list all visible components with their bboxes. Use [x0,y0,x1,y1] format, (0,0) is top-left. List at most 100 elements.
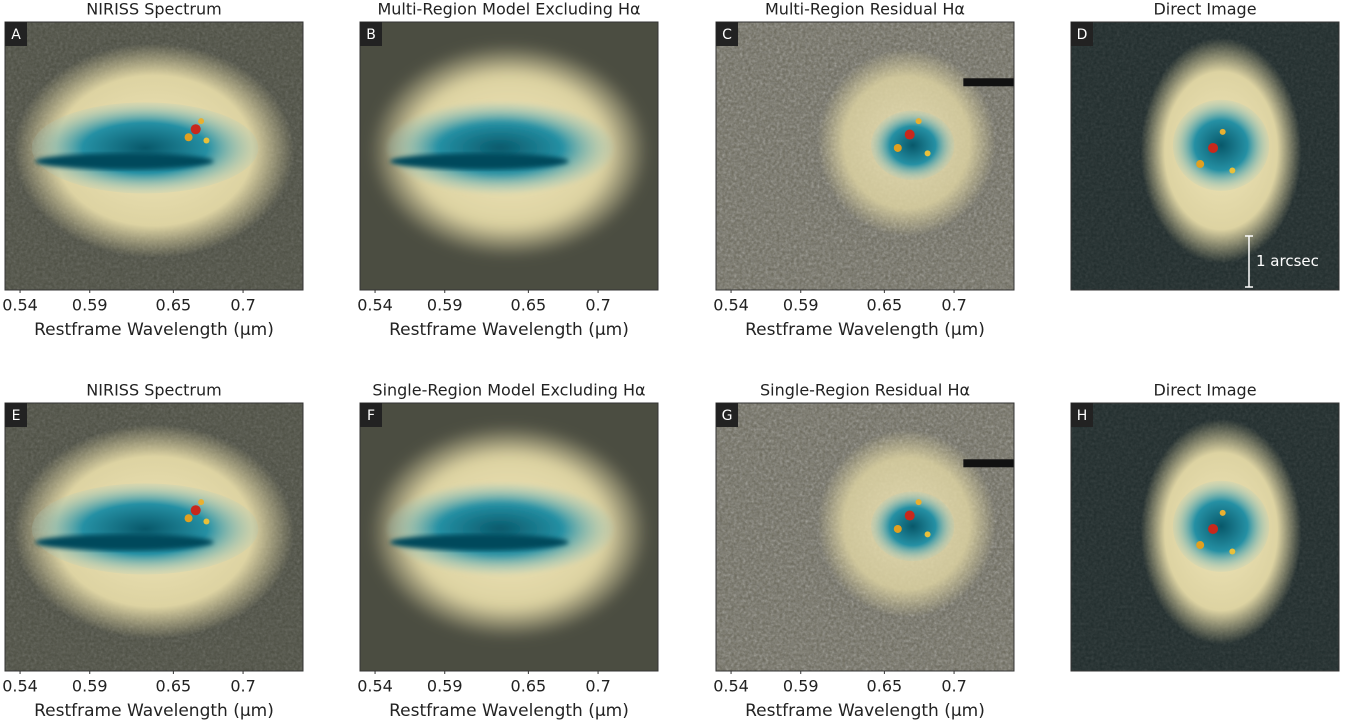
bright-spot [203,518,210,525]
panel-label: E [12,408,21,424]
panel-image [716,22,1014,290]
panel-label-box [5,22,27,46]
panel-label: C [722,27,732,43]
x-tick-label: 0.54 [713,296,749,315]
panel-image [5,22,303,290]
x-tick-label: 0.54 [713,677,749,696]
panel-label: D [1077,27,1088,43]
panel-label: B [366,27,376,43]
bright-spot [1229,548,1236,555]
panel-label-box [360,403,382,427]
bright-spot [904,129,915,140]
x-axis-label: Restframe Wavelength (μm) [389,320,629,340]
panel-frame [1070,402,1340,672]
panel-frame [715,21,1015,291]
panel-label: H [1077,408,1088,424]
panel-frame [715,402,1015,672]
bright-spot [924,531,931,538]
x-tick-label: 0.65 [511,296,547,315]
panel-title: Multi-Region Residual Hα [765,0,965,19]
x-axis-label: Restframe Wavelength (μm) [34,320,274,340]
bright-spot [904,510,915,521]
panel-label: G [722,408,733,424]
x-axis-label: Restframe Wavelength (μm) [34,701,274,721]
bright-spot [1219,509,1226,516]
x-tick-label: 0.7 [230,677,255,696]
panel-label-box [716,22,738,46]
emission [31,102,259,194]
x-tick-label: 0.59 [72,296,108,315]
emission [870,110,955,181]
x-tick-label: 0.59 [72,677,108,696]
bright-spot [1208,142,1219,153]
bright-spot [198,499,205,506]
x-tick-label: 0.65 [867,677,903,696]
bright-spot [915,499,922,506]
panel-label-box [5,403,27,427]
x-tick-label: 0.7 [230,296,255,315]
panel-label-box [1071,22,1093,46]
trace-core [389,153,569,170]
x-tick-label: 0.54 [2,296,38,315]
panel-label-box [1071,403,1093,427]
panel-image [360,22,658,290]
x-tick-label: 0.59 [783,296,819,315]
panel-image [5,403,303,671]
panel-image [716,403,1014,671]
bright-spot [1196,160,1205,169]
x-tick-label: 0.7 [585,296,610,315]
bright-spot [1229,167,1236,174]
bright-spot [1208,523,1219,534]
panel-title: NIRISS Spectrum [86,381,221,400]
emission [1172,480,1270,572]
panel-image [1071,403,1339,671]
panel-label: F [367,408,375,424]
bright-spot [893,524,902,533]
bright-spot [924,150,931,157]
masked-strip [963,78,1014,87]
emission [1172,99,1270,191]
panel-title: Direct Image [1153,381,1256,400]
panel-frame [4,402,304,672]
trace-core [389,534,569,551]
x-axis-label: Restframe Wavelength (μm) [745,701,985,721]
bright-spot [893,143,902,152]
x-tick-label: 0.7 [585,677,610,696]
panel-label-box [716,403,738,427]
bright-spot [190,505,201,516]
emission [386,483,614,575]
panel-frame [1070,21,1340,291]
x-axis-label: Restframe Wavelength (μm) [745,320,985,340]
masked-strip [963,459,1014,468]
x-tick-label: 0.65 [156,677,192,696]
x-tick-label: 0.54 [2,677,38,696]
trace-core [34,153,214,170]
panel-label-box [360,22,382,46]
bright-spot [1219,128,1226,135]
panel-title: Multi-Region Model Excluding Hα [377,0,640,19]
emission [386,102,614,194]
bright-spot [203,137,210,144]
x-tick-label: 0.54 [357,677,393,696]
emission [31,483,259,575]
panel-title: Single-Region Model Excluding Hα [372,381,645,400]
bright-spot [1196,541,1205,550]
panel-image [360,403,658,671]
emission [870,491,955,562]
x-tick-label: 0.7 [941,296,966,315]
bright-spot [184,133,193,142]
x-tick-label: 0.59 [427,677,463,696]
scale-label: 1 arcsec [1256,252,1319,270]
bright-spot [915,118,922,125]
panel-title: Direct Image [1153,0,1256,19]
panel-frame [359,402,659,672]
x-tick-label: 0.65 [867,296,903,315]
x-tick-label: 0.54 [357,296,393,315]
x-axis-label: Restframe Wavelength (μm) [389,701,629,721]
x-tick-label: 0.65 [156,296,192,315]
panel-frame [359,21,659,291]
x-tick-label: 0.7 [941,677,966,696]
trace-core [34,534,214,551]
bright-spot [184,514,193,523]
